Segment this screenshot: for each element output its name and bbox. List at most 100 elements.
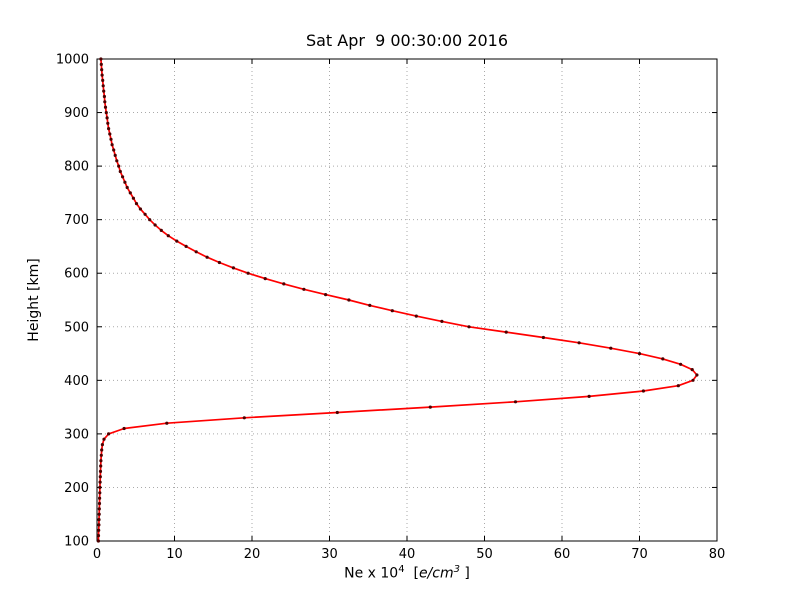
data-point-marker [282,282,286,286]
data-point-marker [103,100,107,104]
data-point-marker [577,341,581,345]
data-point-marker [128,191,132,195]
data-point-marker [99,62,103,66]
data-point-marker [263,277,267,281]
data-point-marker [98,491,102,495]
data-point-marker [166,234,170,238]
data-point-marker [335,410,339,415]
data-point-marker [661,357,665,361]
data-point-marker [97,518,101,522]
data-point-marker [106,121,110,125]
data-point-marker [99,453,103,457]
data-point-marker [101,84,105,88]
data-point-marker [467,325,471,329]
data-point-marker [98,480,102,484]
data-point-marker [96,539,100,543]
data-point-marker [541,335,546,340]
data-point-marker [513,400,518,404]
data-point-marker [99,57,103,61]
data-point-marker [107,127,111,131]
data-point-marker [691,378,695,382]
data-point-marker [138,207,142,211]
x-tick-label: 0 [93,547,101,562]
data-point-marker [110,143,114,147]
x-tick-label: 60 [554,547,571,562]
x-tick-label: 40 [399,547,416,562]
y-tick-label: 500 [64,320,89,335]
x-label-text: Ne x 10 [344,565,399,582]
data-point-marker [107,432,111,436]
data-point-marker [105,116,109,120]
y-tick-labels: 100 200 300 400 500 600 700 800 900 1000 [56,53,89,550]
data-point-marker [98,485,102,489]
data-point-marker [118,169,122,174]
data-point-marker [347,298,351,302]
data-point-marker [102,94,106,99]
data-point-marker [97,501,102,506]
data-point-marker [609,346,613,350]
data-point-marker [695,373,699,377]
data-point-marker [113,153,117,157]
y-tick-label: 800 [64,160,89,175]
data-point-marker [100,73,104,77]
data-point-marker [99,459,103,463]
data-point-marker [104,111,108,115]
data-point-marker [194,250,198,254]
data-point-marker [153,223,157,227]
data-point-marker [99,464,103,468]
data-point-marker [98,496,102,500]
x-tick-label: 50 [476,547,493,562]
data-point-marker [97,507,101,511]
chart-title: Sat Apr 9 00:30:00 2016 [305,31,509,50]
data-point-marker [217,260,221,265]
data-point-marker [112,148,116,152]
data-point-marker [414,314,418,318]
x-label-exponent: 4 [398,564,405,575]
x-tick-labels: 0 10 20 30 40 50 60 70 80 [93,547,725,562]
data-point-marker [302,287,306,291]
data-point-marker [205,255,209,259]
y-tick-label: 1000 [56,53,89,68]
y-tick-label: 400 [64,374,89,389]
data-point-marker [184,244,188,248]
data-point-marker [242,416,246,420]
data-point-marker [123,180,127,184]
data-point-marker [98,469,103,473]
x-tick-label: 70 [631,547,648,562]
data-point-marker [690,368,694,372]
data-point-marker [641,389,646,393]
data-point-marker [96,534,101,538]
data-point-marker [134,202,139,206]
data-point-marker [131,196,135,200]
data-point-marker [100,448,104,452]
data-point-marker [637,352,642,356]
gridlines [96,58,718,542]
data-point-marker [324,293,328,297]
data-point-marker [587,394,591,398]
data-point-marker [108,132,112,136]
data-point-marker [97,523,101,527]
data-point-marker [148,218,152,222]
data-point-marker [97,528,101,532]
x-tick-label: 10 [166,547,183,562]
x-label-units: e/cm [418,565,454,582]
data-point-marker [504,330,508,334]
data-point-marker [121,175,125,179]
x-label-bracket-close: ] [459,565,470,582]
data-point-marker [97,512,101,516]
data-point-marker [679,362,683,366]
data-point-marker [102,89,106,93]
data-point-marker [676,384,680,388]
x-label-bracket: [ [404,565,419,582]
data-point-marker [101,78,105,82]
data-point-marker [100,443,104,447]
x-label-units-exponent: 3 [453,564,460,575]
x-tick-label: 30 [321,547,338,562]
data-point-marker [100,68,104,72]
data-point-marker [143,212,147,216]
data-point-marker [125,185,129,190]
data-point-marker [117,164,121,168]
y-tick-label: 200 [64,481,89,496]
y-tick-label: 700 [64,213,89,228]
